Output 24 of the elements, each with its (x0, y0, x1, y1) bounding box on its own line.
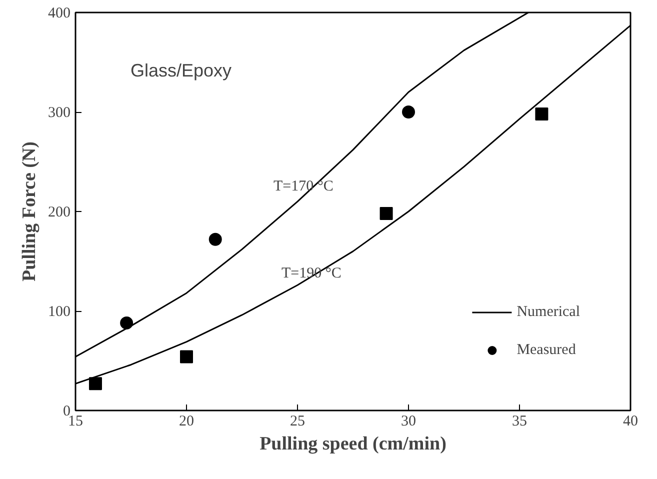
y-tick-label: 0 (63, 404, 70, 420)
y-tick-label: 300 (48, 105, 70, 121)
x-tick-label: 15 (68, 414, 83, 430)
y-tick-label: 200 (48, 204, 70, 220)
x-axis-title: Pulling speed (cm/min) (260, 434, 446, 454)
x-tick-label: 40 (623, 414, 638, 430)
x-tick-label: 35 (512, 414, 527, 430)
point (180, 350, 193, 364)
point (120, 316, 134, 330)
point (88, 377, 102, 390)
x-tick-label: 20 (179, 414, 194, 430)
y-axis-title: Pulling Force (N) (19, 141, 40, 282)
x-tick-label: 25 (290, 414, 305, 430)
point (535, 107, 548, 120)
point (208, 232, 222, 246)
legend-label: Measured (516, 342, 576, 358)
x-tick-label: 30 (401, 414, 416, 430)
annotation: Glass/Epoxy (130, 60, 232, 80)
y-tick-label: 100 (48, 304, 70, 320)
annotation: T=170 °C (274, 178, 334, 194)
point (402, 106, 415, 118)
y-tick-label: 400 (48, 6, 70, 22)
point (380, 206, 393, 220)
legend-label: Numerical (516, 304, 580, 320)
